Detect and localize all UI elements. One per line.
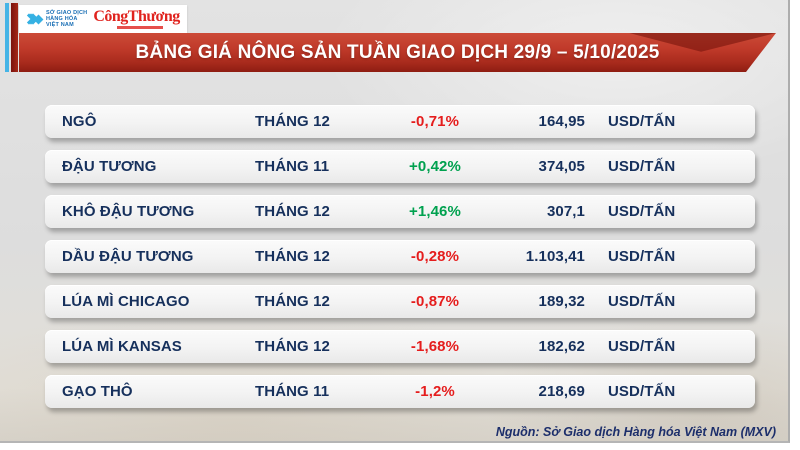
change-percent: +1,46% xyxy=(409,203,461,220)
price-unit: USD/TẤN xyxy=(608,293,676,310)
table-row: LÚA MÌ KANSAS THÁNG 12 -1,68% 182,62 USD… xyxy=(45,330,755,363)
contract-month: THÁNG 12 xyxy=(255,338,330,355)
change-percent: -0,71% xyxy=(410,113,460,130)
price-value: 374,05 xyxy=(538,158,585,175)
table-row: LÚA MÌ CHICAGO THÁNG 12 -0,87% 189,32 US… xyxy=(45,285,755,318)
contract-month: THÁNG 12 xyxy=(255,248,330,265)
change-percent: -1,68% xyxy=(410,338,460,355)
commodity-name: LÚA MÌ KANSAS xyxy=(62,338,182,355)
price-value: 189,32 xyxy=(538,293,585,310)
title-banner: BẢNG GIÁ NÔNG SẢN TUẦN GIAO DỊCH 29/9 – … xyxy=(19,33,776,72)
price-unit: USD/TẤN xyxy=(608,203,676,220)
logo-box: SỞ GIAO DỊCH HÀNG HÓA VIỆT NAM CôngThươn… xyxy=(19,5,187,33)
change-percent: -0,28% xyxy=(410,248,460,265)
contract-month: THÁNG 11 xyxy=(255,383,330,400)
table-row: GẠO THÔ THÁNG 11 -1,2% 218,69 USD/TẤN xyxy=(45,375,755,408)
price-table: NGÔ THÁNG 12 -0,71% 164,95 USD/TẤN ĐẬU T… xyxy=(45,105,755,420)
contract-month: THÁNG 11 xyxy=(255,158,330,175)
price-value: 182,62 xyxy=(538,338,585,355)
source-credit: Nguồn: Sở Giao dịch Hàng hóa Việt Nam (M… xyxy=(495,425,776,439)
price-value: 1.103,41 xyxy=(525,248,585,265)
contract-month: THÁNG 12 xyxy=(255,293,330,310)
contract-month: THÁNG 12 xyxy=(255,113,330,130)
mxv-chevron-logo-icon xyxy=(23,13,44,25)
change-percent: -1,2% xyxy=(415,383,455,400)
commodity-name: DẦU ĐẬU TƯƠNG xyxy=(62,248,194,265)
congthuong-wordmark: CôngThương xyxy=(93,8,180,25)
commodity-name: NGÔ xyxy=(62,113,97,130)
price-unit: USD/TẤN xyxy=(608,383,676,400)
commodity-name: LÚA MÌ CHICAGO xyxy=(62,293,190,310)
price-value: 307,1 xyxy=(546,203,585,220)
commodity-name: ĐẬU TƯƠNG xyxy=(62,158,157,175)
commodity-name: KHÔ ĐẬU TƯƠNG xyxy=(62,203,195,220)
price-unit: USD/TẤN xyxy=(608,338,676,355)
contract-month: THÁNG 12 xyxy=(255,203,330,220)
table-row: NGÔ THÁNG 12 -0,71% 164,95 USD/TẤN xyxy=(45,105,755,138)
price-unit: USD/TẤN xyxy=(608,158,676,175)
price-value: 164,95 xyxy=(538,113,585,130)
change-percent: +0,42% xyxy=(409,158,461,175)
mxv-logo-text: SỞ GIAO DỊCH HÀNG HÓA VIỆT NAM xyxy=(46,10,88,28)
congthuong-underline xyxy=(117,26,164,29)
commodity-name: GẠO THÔ xyxy=(62,383,133,400)
table-row: ĐẬU TƯƠNG THÁNG 11 +0,42% 374,05 USD/TẤN xyxy=(45,150,755,183)
accent-bar-blue xyxy=(5,3,9,72)
table-row: KHÔ ĐẬU TƯƠNG THÁNG 12 +1,46% 307,1 USD/… xyxy=(45,195,755,228)
page-title: BẢNG GIÁ NÔNG SẢN TUẦN GIAO DỊCH 29/9 – … xyxy=(135,42,660,63)
table-row: DẦU ĐẬU TƯƠNG THÁNG 12 -0,28% 1.103,41 U… xyxy=(45,240,755,273)
price-value: 218,69 xyxy=(538,383,585,400)
price-unit: USD/TẤN xyxy=(608,113,676,130)
congthuong-logo: CôngThương xyxy=(93,8,180,29)
accent-bar-red xyxy=(11,3,18,72)
price-unit: USD/TẤN xyxy=(608,248,676,265)
change-percent: -0,87% xyxy=(410,293,460,310)
